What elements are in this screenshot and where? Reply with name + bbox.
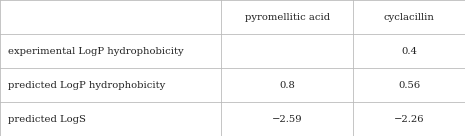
Text: predicted LogP hydrophobicity: predicted LogP hydrophobicity bbox=[8, 81, 166, 89]
Text: predicted LogS: predicted LogS bbox=[8, 115, 86, 123]
Text: experimental LogP hydrophobicity: experimental LogP hydrophobicity bbox=[8, 47, 184, 55]
Text: 0.8: 0.8 bbox=[279, 81, 295, 89]
Text: −2.59: −2.59 bbox=[272, 115, 302, 123]
Text: cyclacillin: cyclacillin bbox=[384, 13, 435, 21]
Text: 0.56: 0.56 bbox=[398, 81, 420, 89]
Text: 0.4: 0.4 bbox=[401, 47, 417, 55]
Text: pyromellitic acid: pyromellitic acid bbox=[245, 13, 330, 21]
Text: −2.26: −2.26 bbox=[394, 115, 425, 123]
